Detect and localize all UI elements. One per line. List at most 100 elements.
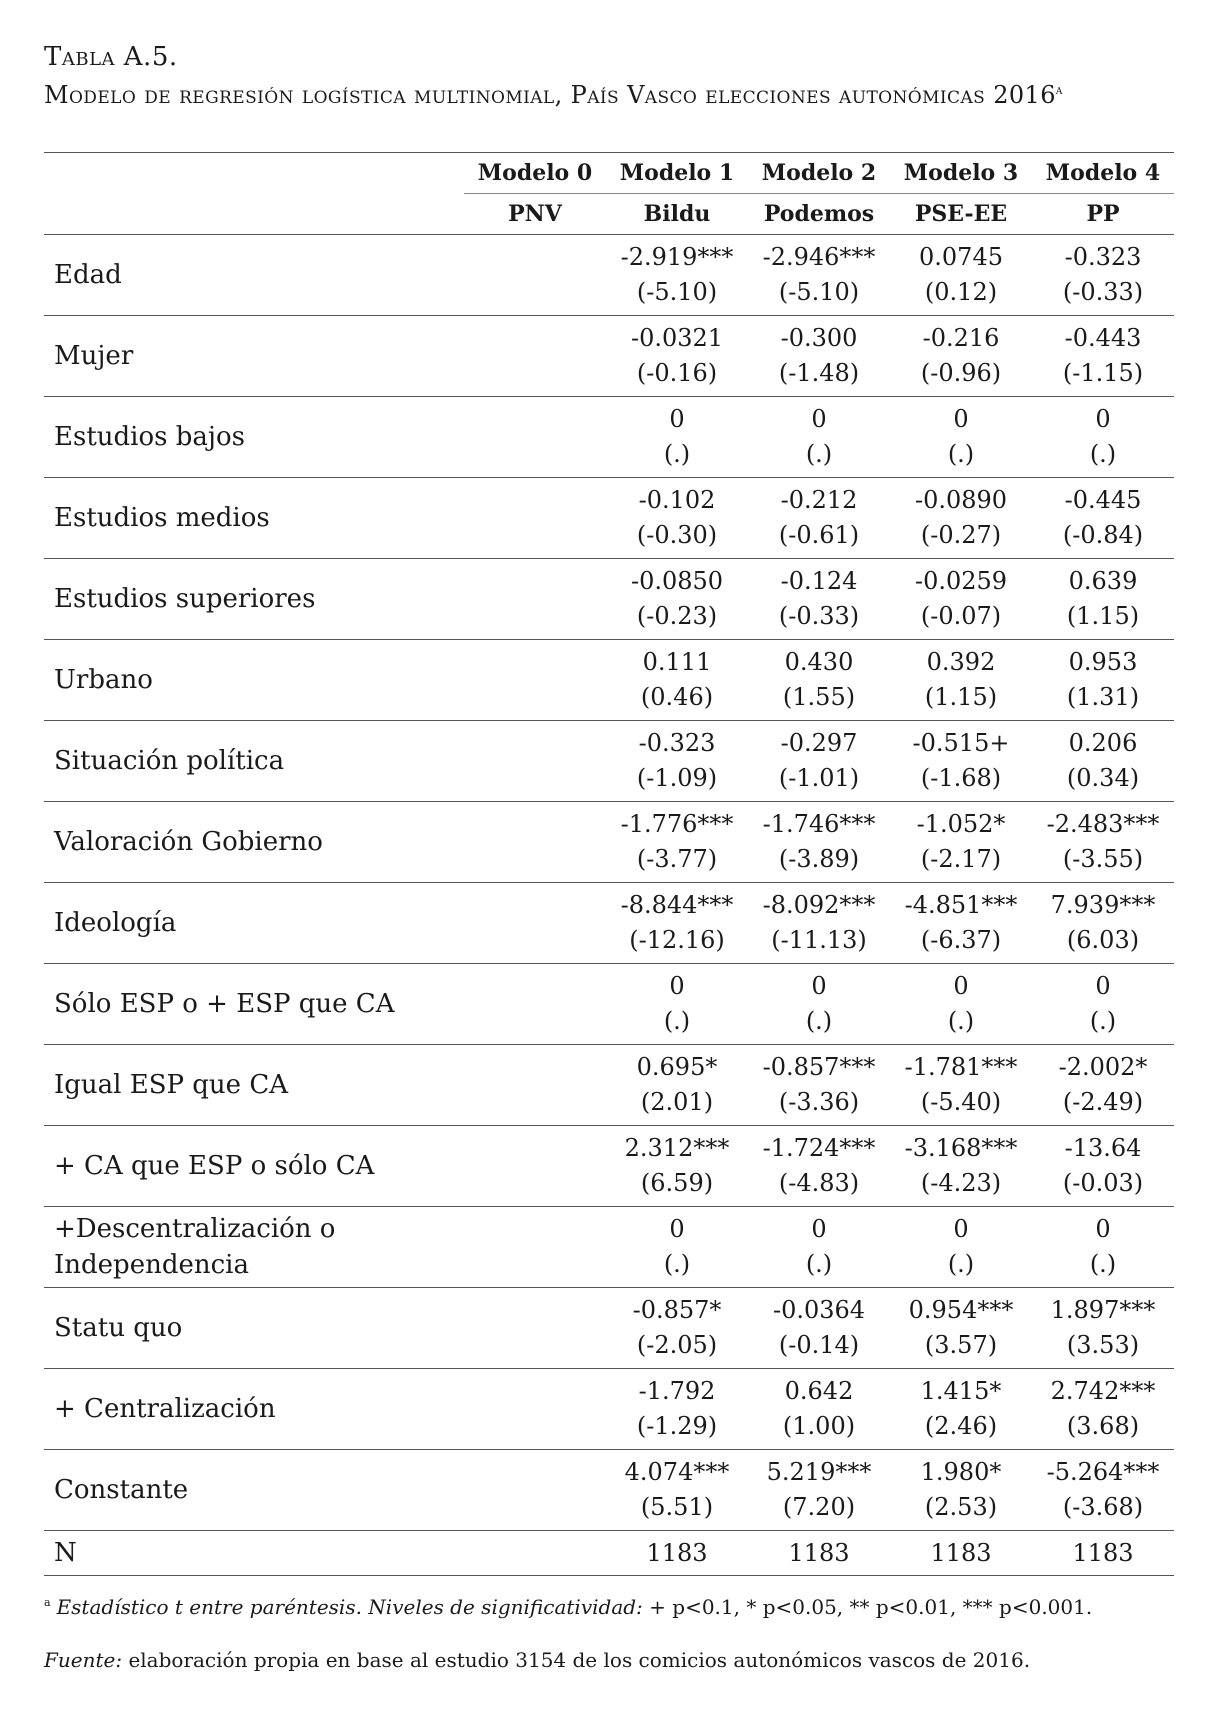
t-statistic-value: (1.15) <box>1066 602 1140 630</box>
table-cell: -1.781*** (-5.40) <box>890 1044 1032 1126</box>
t-statistic-value: (1.55) <box>782 683 856 711</box>
t-statistic-value: (1.15) <box>924 683 998 711</box>
table-cell: -0.0364 (-0.14) <box>748 1287 890 1369</box>
coefficient-value: 0 <box>811 405 827 433</box>
row-label: Constante <box>44 1449 464 1531</box>
table-cell: 0 (.) <box>890 1206 1032 1288</box>
header-model-4: Modelo 4 <box>1032 152 1174 194</box>
table-cell: -1.052* (-2.17) <box>890 801 1032 883</box>
n-value: 1183 <box>606 1530 748 1576</box>
t-statistic-value: (-1.29) <box>636 1412 718 1440</box>
table-cell: 0.953 (1.31) <box>1032 639 1174 721</box>
t-statistic-value: (.) <box>947 1250 975 1278</box>
table-cell: 0 (.) <box>748 1206 890 1288</box>
coefficient-value: 0 <box>669 972 685 1000</box>
coefficient-value: -0.300 <box>780 324 858 352</box>
table-cell: 0.695* (2.01) <box>606 1044 748 1126</box>
table-cell: 0 (.) <box>1032 396 1174 478</box>
table-cell: -0.212 (-0.61) <box>748 477 890 559</box>
header-party-podemos: Podemos <box>748 193 890 235</box>
coefficient-value: 0 <box>669 1215 685 1243</box>
coefficient-value: -0.323 <box>1064 243 1142 271</box>
t-statistic-value: (-4.23) <box>920 1169 1002 1197</box>
t-statistic-value: (.) <box>1089 440 1117 468</box>
t-statistic-value: (-2.49) <box>1062 1088 1144 1116</box>
table-cell: 0.954*** (3.57) <box>890 1287 1032 1369</box>
t-statistic-value: (.) <box>663 1007 691 1035</box>
coefficient-value: -0.0321 <box>630 324 724 352</box>
row-label: Edad <box>44 234 464 316</box>
t-statistic-value: (-3.89) <box>778 845 860 873</box>
document-page: Tabla A.5. Modelo de regresión logística… <box>44 40 1174 1672</box>
t-statistic-value: (.) <box>663 1250 691 1278</box>
t-statistic-value: (-0.33) <box>1062 278 1144 306</box>
coefficient-value: -13.64 <box>1064 1134 1142 1162</box>
coefficient-value: -4.851*** <box>904 891 1018 919</box>
coefficient-value: -0.102 <box>638 486 716 514</box>
table-cell: 5.219*** (7.20) <box>748 1449 890 1531</box>
t-statistic-value: (1.31) <box>1066 683 1140 711</box>
coefficient-value: -0.0259 <box>914 567 1008 595</box>
table-cell: 7.939*** (6.03) <box>1032 882 1174 964</box>
t-statistic-value: (-12.16) <box>629 926 725 954</box>
table-cell: -5.264*** (-3.68) <box>1032 1449 1174 1531</box>
table-cell <box>464 396 606 478</box>
table-cell: -0.297 (-1.01) <box>748 720 890 802</box>
table-cell: 0 (.) <box>606 963 748 1045</box>
header-corner-2 <box>44 193 464 235</box>
table-cell: -0.323 (-1.09) <box>606 720 748 802</box>
table-row: +Descentralización o Independencia 0 (.) 0 (… <box>44 1206 1174 1288</box>
row-label: + Centralización <box>44 1368 464 1450</box>
coefficient-value: 0.392 <box>926 648 996 676</box>
row-label-n: N <box>44 1530 464 1576</box>
t-statistic-value: (-0.61) <box>778 521 860 549</box>
table-cell: 0 (.) <box>890 963 1032 1045</box>
table-number: Tabla A.5. <box>44 42 178 72</box>
coefficient-value: 0.953 <box>1068 648 1138 676</box>
table-row: Estudios medios -0.102 (-0.30) -0.212 (-0.61… <box>44 477 1174 559</box>
coefficient-value: -1.792 <box>638 1377 716 1405</box>
table-cell: 0.639 (1.15) <box>1032 558 1174 640</box>
table-cell: -1.792 (-1.29) <box>606 1368 748 1450</box>
coefficient-value: -0.857* <box>632 1296 722 1324</box>
coefficient-value: 0.0745 <box>919 243 1003 271</box>
t-statistic-value: (-0.07) <box>920 602 1002 630</box>
table-cell <box>464 1287 606 1369</box>
source-label: Fuente: <box>44 1648 123 1672</box>
table-cell: 0 (.) <box>1032 963 1174 1045</box>
t-statistic-value: (-1.09) <box>636 764 718 792</box>
table-row: + Centralización -1.792 (-1.29) 0.642 (1.00)… <box>44 1368 1174 1450</box>
coefficient-value: -2.919*** <box>620 243 734 271</box>
table-row: Constante 4.074*** (5.51) 5.219*** (7.20) 1.9… <box>44 1449 1174 1531</box>
table-row: Situación política -0.323 (-1.09) -0.297 (-1… <box>44 720 1174 802</box>
coefficient-value: 2.312*** <box>624 1134 730 1162</box>
coefficient-value: 0 <box>669 405 685 433</box>
header-party-bildu: Bildu <box>606 193 748 235</box>
row-label: Sólo ESP o + ESP que CA <box>44 963 464 1045</box>
header-corner <box>44 152 464 194</box>
header-party-pse-ee: PSE-EE <box>890 193 1032 235</box>
coefficient-value: -0.515+ <box>912 729 1010 757</box>
coefficient-value: 1.415* <box>920 1377 1002 1405</box>
coefficient-value: 2.742*** <box>1050 1377 1156 1405</box>
coefficient-value: -8.844*** <box>620 891 734 919</box>
table-caption: Modelo de regresión logística multinomia… <box>44 74 1174 112</box>
row-label: Ideología <box>44 882 464 964</box>
coefficient-value: -0.212 <box>780 486 858 514</box>
coefficient-value: 0 <box>811 972 827 1000</box>
table-cell <box>464 1125 606 1207</box>
t-statistic-value: (-1.68) <box>920 764 1002 792</box>
table-cell: 1.897*** (3.53) <box>1032 1287 1174 1369</box>
table-cell: -0.102 (-0.30) <box>606 477 748 559</box>
footnote-italic-text: Estadístico t entre paréntesis. Niveles … <box>56 1595 643 1619</box>
row-label: + CA que ESP o sólo CA <box>44 1125 464 1207</box>
table-cell: -0.0321 (-0.16) <box>606 315 748 397</box>
coefficient-value: -2.483*** <box>1046 810 1160 838</box>
t-statistic-value: (3.57) <box>924 1331 998 1359</box>
header-party-pp: PP <box>1032 193 1174 235</box>
coefficient-value: -1.746*** <box>762 810 876 838</box>
t-statistic-value: (5.51) <box>640 1493 714 1521</box>
row-label: Situación política <box>44 720 464 802</box>
coefficient-value: 0.206 <box>1068 729 1138 757</box>
t-statistic-value: (6.03) <box>1066 926 1140 954</box>
